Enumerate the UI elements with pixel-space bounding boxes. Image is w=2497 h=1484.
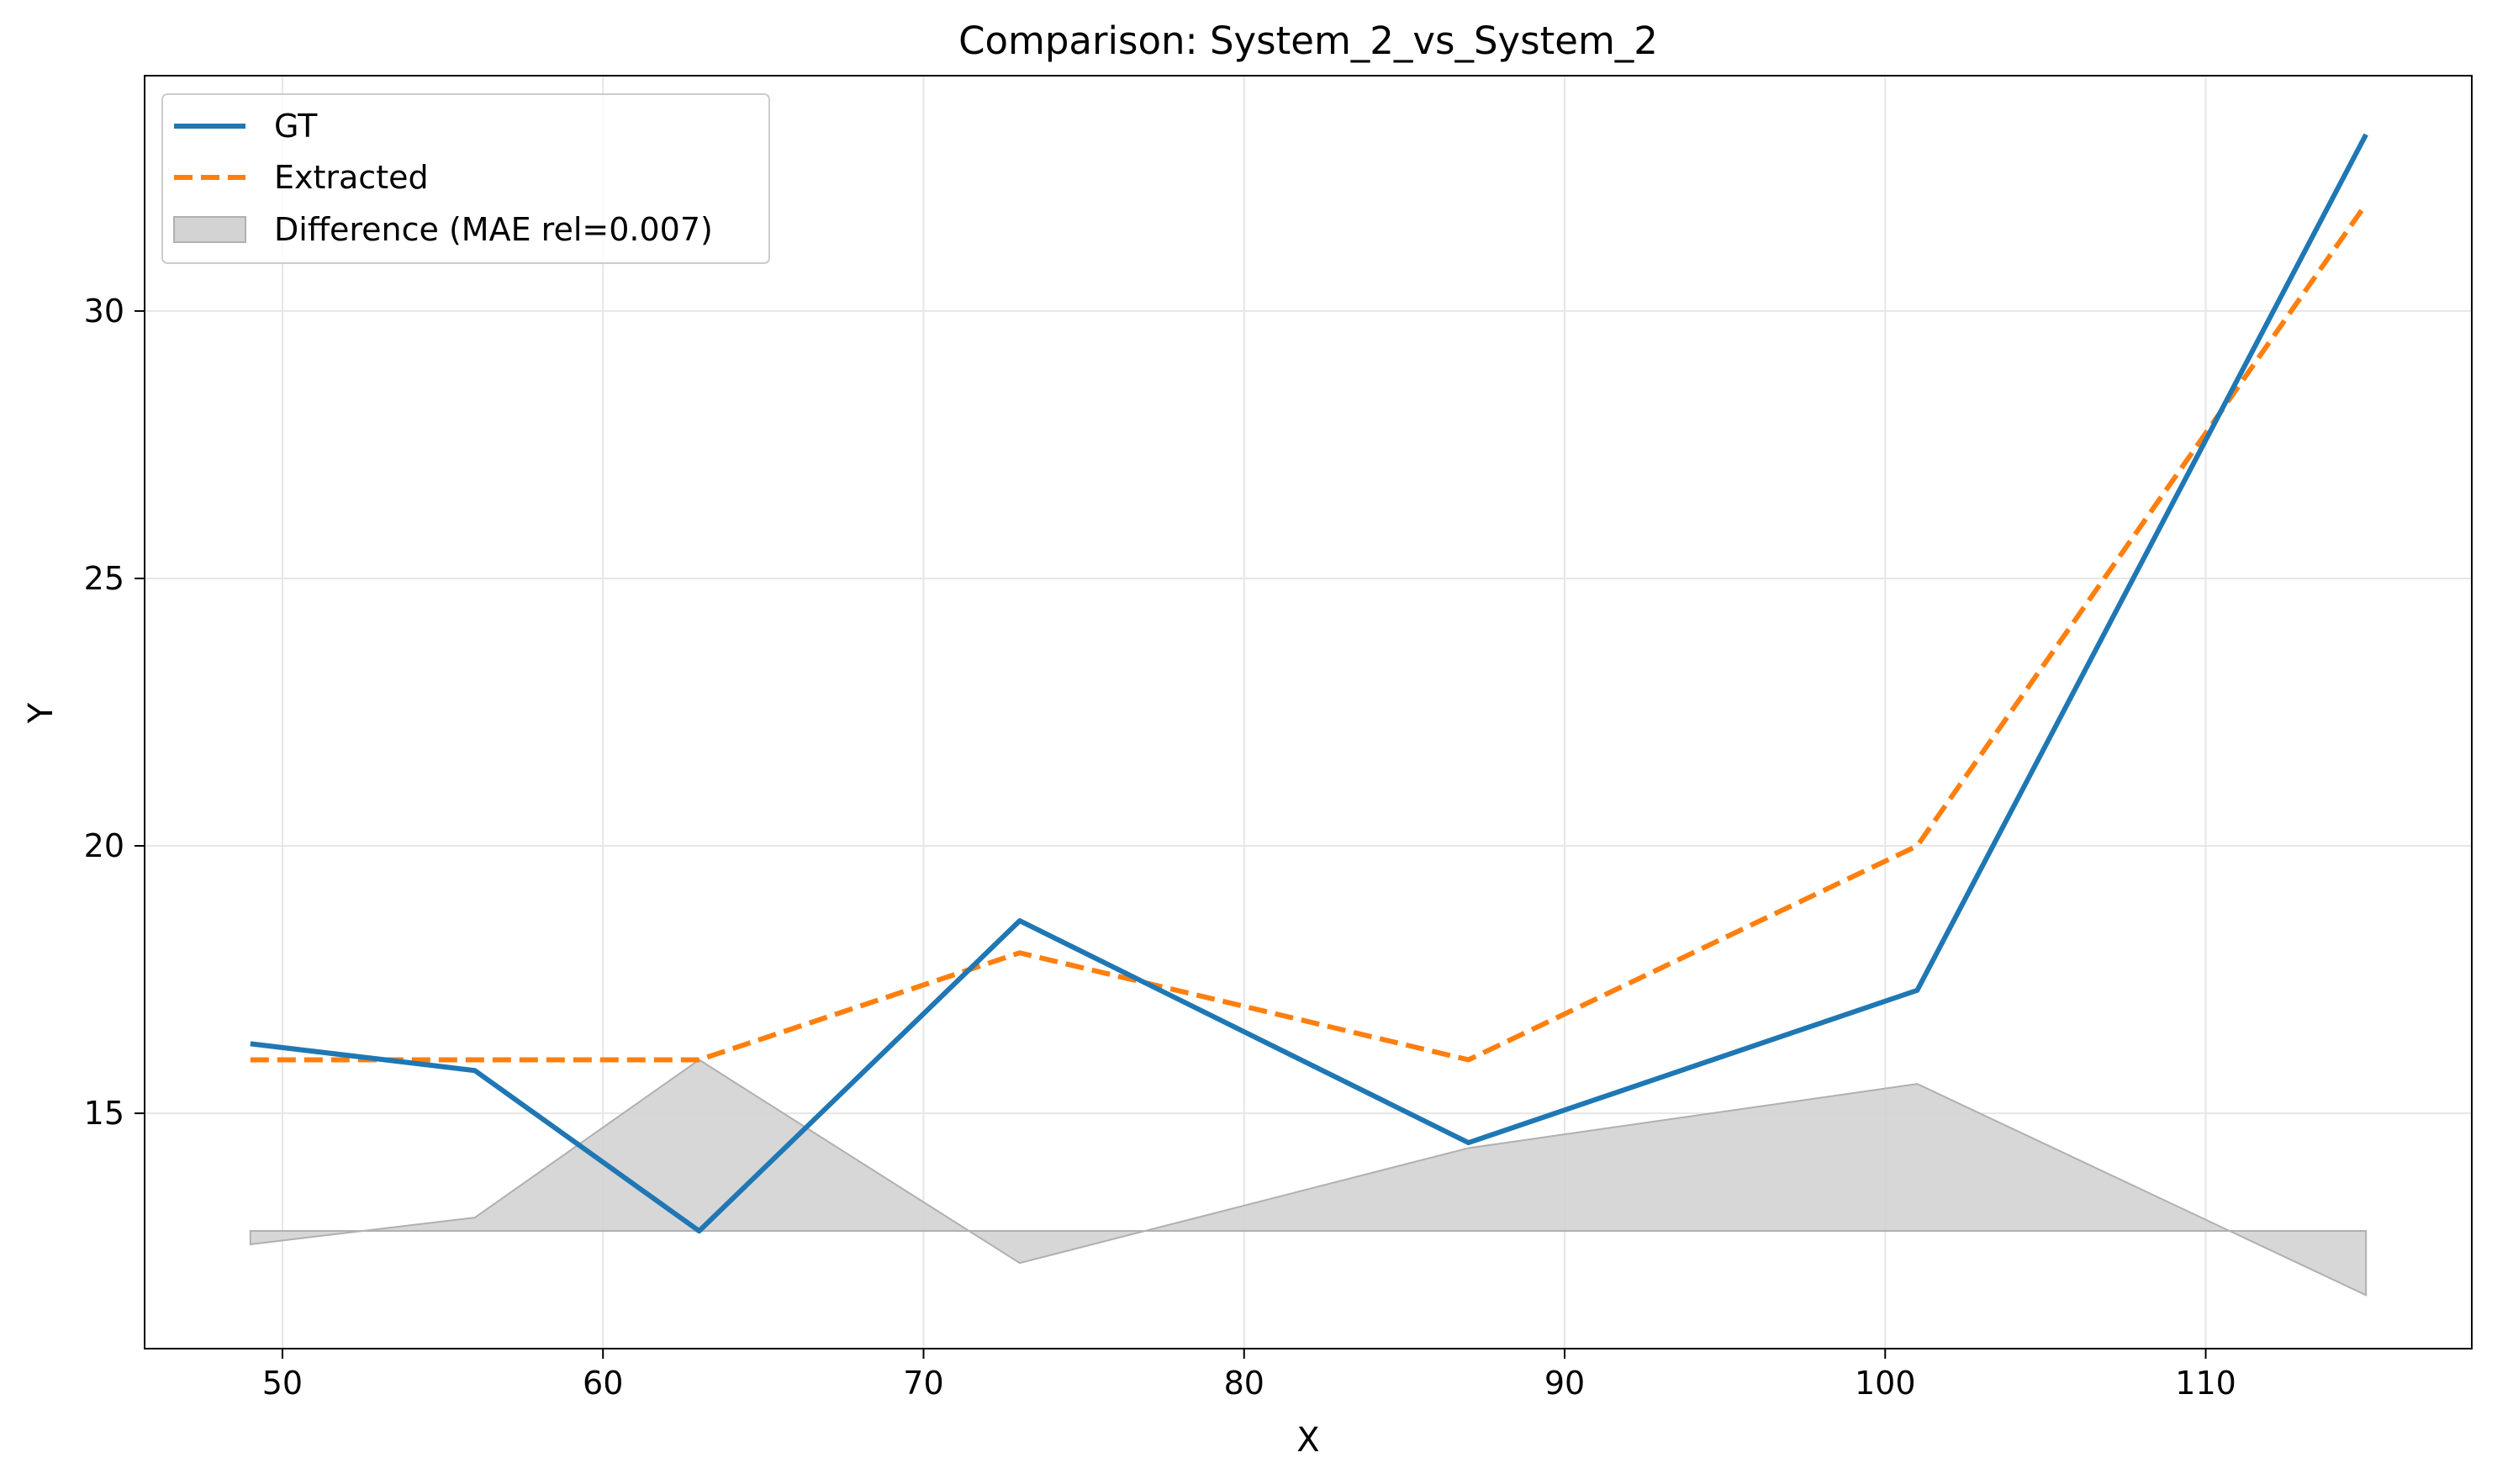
tick-layer: 50 60 70 80 90 100 110 15 20 25 30 xyxy=(84,293,2236,1402)
legend: GT Extracted Difference (MAE rel=0.007) xyxy=(161,93,770,264)
x-tick-label: 60 xyxy=(583,1365,623,1402)
difference-layer xyxy=(249,1059,2368,1297)
legend-label-gt: GT xyxy=(274,108,318,145)
y-tick-label: 30 xyxy=(84,293,124,330)
x-tick-label: 90 xyxy=(1544,1365,1585,1402)
y-tick-label: 15 xyxy=(84,1095,124,1132)
x-tick-label: 80 xyxy=(1224,1365,1264,1402)
legend-label-extracted: Extracted xyxy=(274,159,429,196)
series-layer xyxy=(250,133,2368,1234)
difference-area xyxy=(249,1059,2368,1297)
x-axis-title: X xyxy=(1296,1421,1319,1460)
chart-title: Comparison: System_2_vs_System_2 xyxy=(958,18,1658,63)
y-tick-label: 25 xyxy=(84,560,124,597)
x-tick-label: 110 xyxy=(2175,1365,2236,1402)
series-line-extracted xyxy=(250,202,2368,1063)
plot-frame xyxy=(144,75,2473,1349)
y-axis-title: Y xyxy=(22,702,61,724)
x-tick-label: 100 xyxy=(1855,1365,1916,1402)
grid-layer xyxy=(145,76,2472,1349)
legend-box xyxy=(161,93,770,264)
y-tick-label: 20 xyxy=(84,827,124,864)
legend-label-difference: Difference (MAE rel=0.007) xyxy=(274,211,713,248)
x-tick-label: 70 xyxy=(903,1365,943,1402)
x-tick-label: 50 xyxy=(262,1365,303,1402)
series-line-gt xyxy=(250,133,2368,1234)
legend-swatch-difference xyxy=(173,216,246,243)
